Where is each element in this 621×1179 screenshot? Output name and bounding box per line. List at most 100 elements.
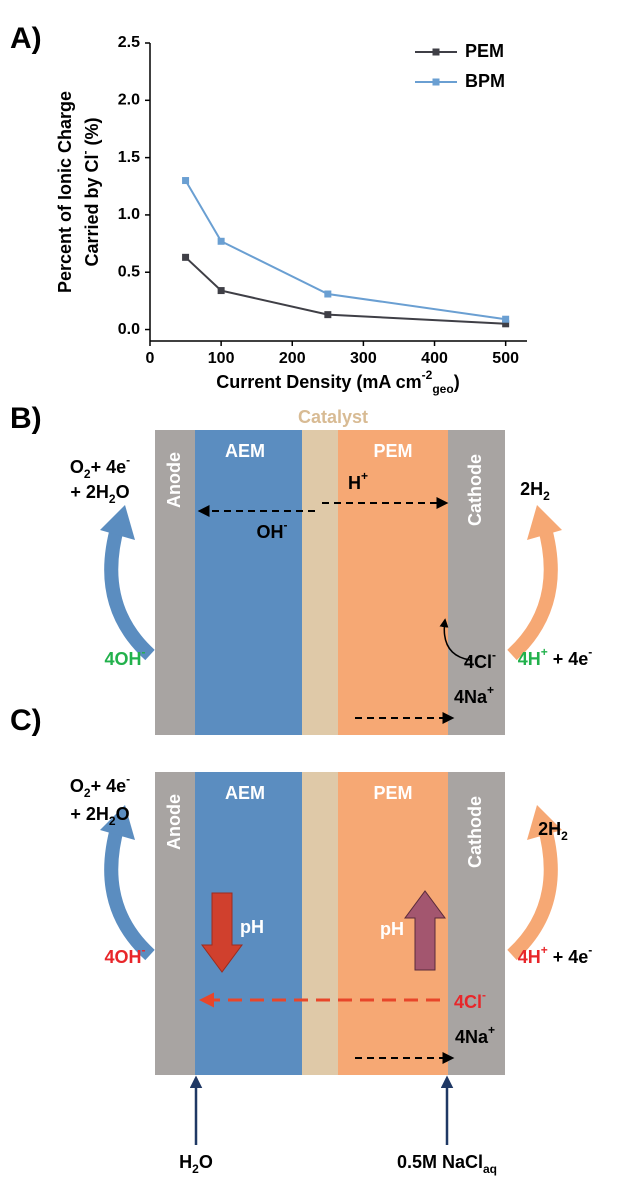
cl-arrow	[439, 618, 471, 661]
label-part: 4OH	[104, 947, 141, 967]
label-part: 4Na	[454, 687, 488, 707]
label-part: -	[284, 518, 288, 532]
label: + 2H2O	[70, 804, 129, 828]
y-tick-label: 2.0	[118, 92, 140, 109]
label-part: -	[588, 645, 592, 659]
label-part: O	[199, 1152, 213, 1172]
label-part: 0.5M NaCl	[397, 1152, 483, 1172]
x-tick-label: 100	[208, 350, 235, 367]
label: 0.5M NaClaq	[397, 1152, 497, 1176]
label: 4H+ + 4e-	[518, 943, 593, 967]
legend-label: BPM	[465, 71, 505, 91]
catalyst-label: Catalyst	[298, 407, 368, 427]
layer-label: AEM	[225, 783, 265, 803]
label-part: 2H	[538, 819, 561, 839]
y-tick-label: 0.5	[118, 263, 140, 280]
label: H2O	[179, 1152, 213, 1176]
label-part: +	[488, 1023, 495, 1037]
aem-layer	[195, 430, 302, 735]
label-part: H	[179, 1152, 192, 1172]
curved-arrow	[507, 823, 558, 961]
legend-marker	[432, 78, 440, 86]
chart: 0.0 0.5 1.0 1.5 2.0 2.5 0 100 200 300 400 500 Curren…	[55, 34, 527, 396]
label-part: OH	[257, 522, 284, 542]
label-part: -	[142, 943, 146, 957]
label-part: 2	[109, 814, 116, 828]
layer-label: AEM	[225, 441, 265, 461]
label-part: pH	[240, 917, 264, 937]
layer-label: Anode	[164, 794, 184, 850]
label-part: -2	[422, 368, 433, 382]
label-part: -	[142, 645, 146, 659]
marker	[217, 237, 225, 245]
label-part: +	[487, 683, 494, 697]
label: 4Cl-	[464, 648, 496, 672]
label: OH-	[257, 518, 288, 542]
label-part: 4OH	[104, 649, 141, 669]
label-part: 2	[109, 492, 116, 506]
curved-arrow	[507, 523, 558, 661]
y-tick-label: 1.0	[118, 206, 140, 223]
marker	[502, 320, 510, 328]
label-part: geo	[432, 382, 453, 396]
label-part: +	[541, 645, 548, 659]
layer-label: Anode	[164, 452, 184, 508]
arrow-head	[100, 505, 135, 540]
label: 2H2	[538, 819, 568, 843]
x-tick-label: 0	[146, 350, 155, 367]
label: 4Na+	[454, 683, 494, 707]
marker	[324, 290, 332, 298]
ph-down-arrow	[201, 892, 243, 973]
arrow-head	[100, 805, 135, 840]
label-part: -	[588, 943, 592, 957]
label-part: O	[116, 804, 130, 824]
panel-label: A)	[10, 22, 42, 55]
marker	[182, 177, 190, 185]
label: + 2H2O	[70, 482, 129, 506]
label-part: 4H	[518, 649, 541, 669]
label: 2H2	[520, 479, 550, 503]
x-tick-label: 500	[492, 350, 519, 367]
label-part: 4Cl	[464, 652, 492, 672]
label: 4Cl-	[454, 988, 486, 1012]
y-tick-label: 1.5	[118, 149, 140, 166]
label: Carried by Cl- (%)	[78, 117, 102, 266]
label-part: -	[482, 988, 486, 1002]
label-part: pH	[380, 919, 404, 939]
label: 4OH-	[104, 645, 145, 669]
series-line	[184, 180, 506, 321]
label-part: Carried by Cl	[82, 154, 102, 266]
layer-label: PEM	[373, 783, 412, 803]
x-tick-label: 200	[279, 350, 306, 367]
y-tick-label: 2.5	[118, 34, 140, 51]
x-tick-label: 400	[421, 350, 448, 367]
marker	[182, 253, 190, 261]
series-line	[184, 256, 506, 325]
x-tick-label: 300	[350, 350, 377, 367]
label-part: 4Na	[455, 1027, 489, 1047]
label: O2+ 4e-	[70, 772, 130, 800]
label: Current Density (mA cm-2geo)	[216, 368, 459, 396]
arrow-head	[527, 505, 562, 540]
panel-label: C)	[10, 704, 42, 737]
label: Percent of Ionic Charge	[55, 91, 75, 293]
marker	[502, 315, 510, 323]
label: 4OH-	[104, 943, 145, 967]
label-part: O	[116, 482, 130, 502]
label-part: -	[492, 648, 496, 662]
pem-layer	[338, 430, 448, 735]
label-part: )	[454, 372, 460, 392]
legend-label: PEM	[465, 41, 504, 61]
label-part: 4Cl	[454, 992, 482, 1012]
label-part: 2	[192, 1162, 199, 1176]
label: H+	[348, 469, 368, 493]
label-part: aq	[483, 1162, 497, 1176]
label-part: O	[70, 457, 84, 477]
marker	[217, 287, 225, 295]
label: 4H+ + 4e-	[518, 645, 593, 669]
label-part: Percent of Ionic Charge	[55, 91, 75, 293]
label-part: +	[361, 469, 368, 483]
